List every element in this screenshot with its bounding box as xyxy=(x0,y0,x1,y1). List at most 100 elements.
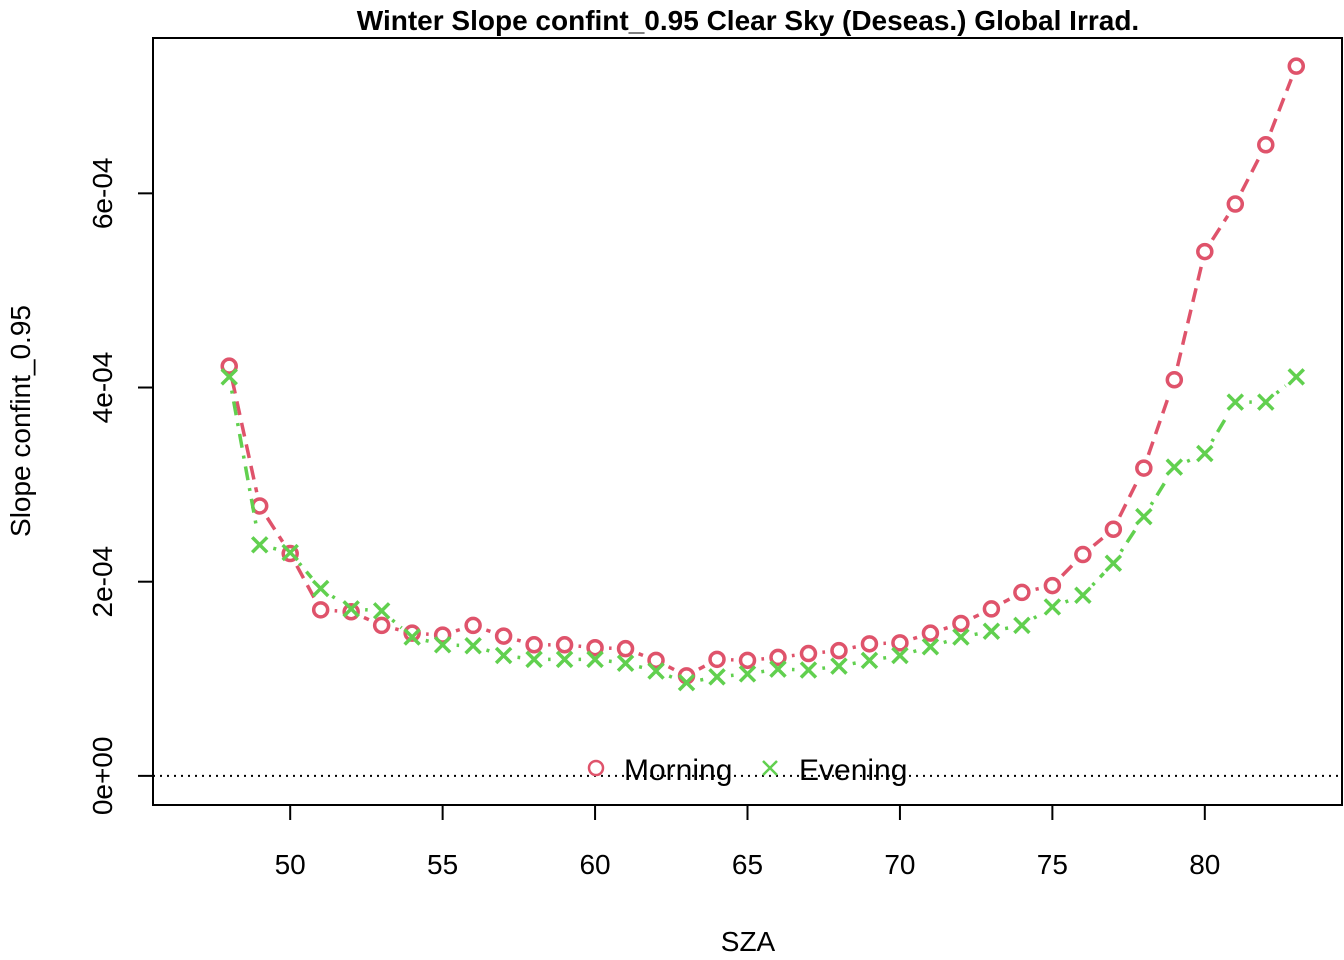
data-point-circle xyxy=(586,638,604,657)
y-axis: 0e+00 2e-04 4e-04 6e-04 xyxy=(87,158,154,816)
series-segment xyxy=(698,664,706,671)
legend-marker-circle xyxy=(587,759,605,777)
data-point-x xyxy=(891,646,909,665)
data-point-circle xyxy=(1104,520,1123,539)
data-point-x xyxy=(1043,598,1062,616)
data-point-circle xyxy=(647,651,665,670)
series-segment xyxy=(1118,479,1140,518)
data-point-circle xyxy=(525,636,543,654)
data-point-circle xyxy=(372,616,391,635)
data-point-x xyxy=(677,673,696,692)
data-point-circle xyxy=(982,600,1001,618)
data-point-x xyxy=(250,536,269,554)
data-point-x xyxy=(1013,616,1031,635)
series-segment xyxy=(265,516,285,543)
legend-marker-x xyxy=(762,760,778,776)
series-segment xyxy=(1092,536,1104,547)
series-segment xyxy=(363,615,370,622)
series-segment xyxy=(638,665,643,670)
series-segment xyxy=(1064,598,1071,604)
data-point-x xyxy=(433,636,452,654)
series-segment xyxy=(1269,78,1293,133)
data-point-x xyxy=(952,628,970,646)
data-point-x xyxy=(1196,444,1214,463)
y-axis-label: Slope confint_0.95 xyxy=(5,305,36,537)
y-tick-label: 4e-04 xyxy=(87,352,118,424)
series-segment xyxy=(1146,392,1172,456)
data-point-circle xyxy=(281,544,299,563)
data-point-circle xyxy=(1043,576,1062,595)
data-point-circle xyxy=(220,357,238,375)
data-point-circle xyxy=(342,603,360,621)
data-point-x xyxy=(494,646,513,665)
series-segment xyxy=(331,594,341,603)
y-tick-label: 6e-04 xyxy=(87,158,118,230)
series-segment xyxy=(1035,586,1040,592)
data-point-x xyxy=(1104,554,1123,572)
series-segment xyxy=(943,639,949,645)
data-point-circle xyxy=(860,635,879,653)
data-point-circle xyxy=(738,651,757,670)
series-segment xyxy=(516,638,522,643)
data-point-circle xyxy=(1135,459,1153,477)
series-segment xyxy=(297,562,313,579)
series-segment xyxy=(1004,626,1009,631)
data-point-circle xyxy=(1165,371,1184,389)
data-point-circle xyxy=(555,636,574,654)
data-point-circle xyxy=(433,626,452,644)
series-morning xyxy=(220,57,1306,685)
data-point-x xyxy=(464,637,482,655)
legend-label-evening: Evening xyxy=(799,754,907,787)
data-point-x xyxy=(769,660,787,678)
series-segment xyxy=(912,635,918,641)
data-point-circle xyxy=(403,624,421,642)
legend-item-morning: Morning xyxy=(587,754,732,787)
series-segment xyxy=(425,638,430,644)
series-segment xyxy=(1210,214,1230,241)
data-point-circle xyxy=(952,614,970,633)
data-point-x xyxy=(1257,393,1275,411)
data-point-x xyxy=(738,665,757,683)
series-segment xyxy=(295,565,316,599)
data-point-x xyxy=(1135,507,1153,526)
series-segment xyxy=(394,627,400,632)
x-tick-label: 50 xyxy=(275,849,306,880)
data-point-x xyxy=(647,662,665,680)
data-point-circle xyxy=(616,639,635,658)
data-point-x xyxy=(281,543,299,562)
data-point-x xyxy=(220,368,238,386)
data-point-circle xyxy=(494,627,513,645)
data-point-circle xyxy=(1226,195,1245,213)
data-point-x xyxy=(586,650,604,669)
data-point-x xyxy=(1074,586,1092,605)
series-segment xyxy=(852,661,857,666)
series-segment xyxy=(230,379,259,493)
x-axis: 50 55 60 65 70 75 80 xyxy=(275,804,1220,880)
series-segment xyxy=(272,546,278,551)
x-tick-label: 80 xyxy=(1189,849,1220,880)
series-segment xyxy=(391,618,403,630)
plot-frame xyxy=(152,37,1343,806)
chart-title: Winter Slope confint_0.95 Clear Sky (Des… xyxy=(357,5,1139,36)
data-point-x xyxy=(1287,368,1306,386)
series-segment xyxy=(229,390,259,532)
data-point-circle xyxy=(891,634,909,652)
data-point-circle xyxy=(1074,545,1092,564)
data-point-circle xyxy=(830,641,848,660)
series-segment xyxy=(1275,384,1287,395)
x-axis-label: SZA xyxy=(721,926,776,957)
series-evening xyxy=(220,368,1306,692)
data-point-x xyxy=(708,668,726,686)
x-tick-label: 55 xyxy=(427,849,458,880)
data-point-x xyxy=(403,628,421,646)
series-segment xyxy=(485,648,491,653)
series-segment xyxy=(1240,156,1261,193)
series-segment xyxy=(1186,457,1193,464)
series-segment xyxy=(1175,264,1204,367)
series-segment xyxy=(852,645,857,650)
legend: Morning Evening xyxy=(587,754,907,787)
data-point-x xyxy=(982,622,1001,640)
y-tick-label: 0e+00 xyxy=(87,737,118,816)
data-point-x xyxy=(1226,393,1245,411)
